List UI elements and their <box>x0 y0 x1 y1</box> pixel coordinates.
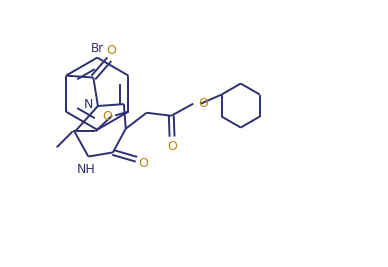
Text: O: O <box>106 44 116 57</box>
Text: O: O <box>102 110 112 123</box>
Text: O: O <box>198 97 208 110</box>
Text: O: O <box>167 140 177 154</box>
Text: O: O <box>139 156 148 170</box>
Text: NH: NH <box>77 163 96 176</box>
Text: N: N <box>84 98 94 111</box>
Text: Br: Br <box>91 42 104 54</box>
